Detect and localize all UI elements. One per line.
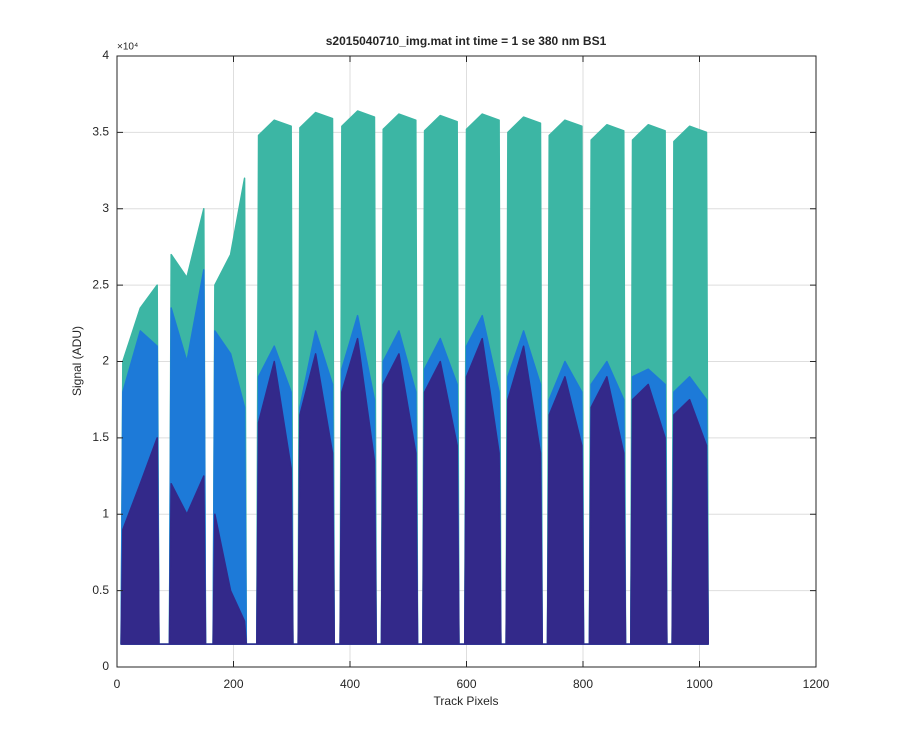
y-tick-label: 2.5 <box>92 277 109 291</box>
y-tick-label: 3 <box>102 201 109 215</box>
x-tick-label: 400 <box>340 677 360 691</box>
x-tick-label: 1200 <box>803 677 830 691</box>
x-axis-label: Track Pixels <box>434 694 499 708</box>
x-tick-label: 800 <box>573 677 593 691</box>
x-tick-label: 600 <box>456 677 476 691</box>
area-series <box>120 337 709 645</box>
y-tick-label: 0 <box>102 659 109 673</box>
data <box>120 110 709 645</box>
y-tick-label: 1 <box>102 506 109 520</box>
chart-title: s2015040710_img.mat int time = 1 se 380 … <box>326 34 607 48</box>
y-exponent: ×10⁴ <box>117 42 138 53</box>
y-axis-label: Signal (ADU) <box>70 326 84 396</box>
y-tick-label: 4 <box>102 48 109 62</box>
y-tick-label: 3.5 <box>92 125 109 139</box>
ticks: 0 0.5 1 1.5 2 2.5 3 3.5 4 0 200 400 600 800 1000 1200 <box>92 48 829 691</box>
x-tick-label: 1000 <box>686 677 713 691</box>
x-tick-label: 200 <box>223 677 243 691</box>
x-tick-label: 0 <box>114 677 121 691</box>
y-tick-label: 2 <box>102 354 109 368</box>
y-tick-label: 1.5 <box>92 430 109 444</box>
y-tick-label: 0.5 <box>92 583 109 597</box>
